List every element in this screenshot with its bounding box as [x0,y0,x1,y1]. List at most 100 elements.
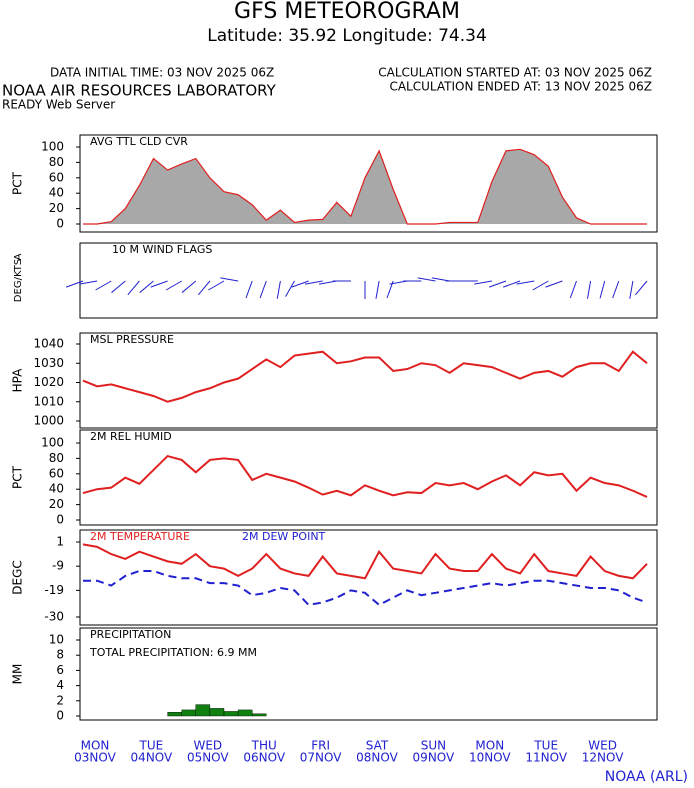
precip-bar [181,709,196,717]
y-tick-label: 2 [56,693,64,707]
y-tick-label: 8 [56,648,64,662]
y-tick-label: 100 [41,140,64,154]
wind-flag [586,280,592,299]
panel-frame [79,242,658,319]
y-axis-label: HPA [11,368,25,392]
wind-flag [197,280,211,296]
cloud-line [83,148,647,225]
y-tick-label: 20 [49,497,64,511]
wind-flag [259,280,267,299]
panel-title: 10 M WIND FLAGS [112,243,212,256]
data-line [82,454,648,498]
y-tick-label: 4 [56,678,64,692]
y-axis-label: DEGC [11,560,25,595]
wind-flag [127,280,140,296]
panel-frame [79,627,658,721]
panel-frame [79,429,658,526]
panel-title: 2M REL HUMID [90,430,172,443]
legend-entry: 2M TEMPERATURE [90,530,190,543]
y-tick-label: 1010 [33,394,64,408]
day-label: WED [588,739,617,753]
y-tick-label: -19 [44,583,64,597]
y-tick-label: -9 [52,559,64,573]
wind-flag [208,280,225,291]
day-label: MON [475,739,504,753]
day-label: TUE [139,739,164,753]
y-tick-label: 0 [56,217,64,231]
wind-flag [111,280,126,293]
y-tick-label: 40 [49,482,64,496]
wind-flag [181,280,197,293]
panel-title: AVG TTL CLD CVR [90,135,188,148]
day-label: MON [81,739,110,753]
y-axis-label: MM [11,664,25,685]
y-tick-label: 40 [49,186,64,200]
wind-flag [165,280,182,291]
wind-flag [516,280,535,285]
wind-flag [150,280,168,288]
day-label: SUN [421,739,446,753]
precip-bar [223,711,239,717]
y-tick-label: 1020 [33,375,64,389]
date-label: 10NOV [469,751,511,765]
y-tick-label: 1000 [33,414,64,428]
date-label: 11NOV [525,751,567,765]
title: GFS METEOROGRAM [234,0,460,24]
y-tick-label: 20 [49,201,64,215]
wind-flag [389,280,408,285]
panel-frame [79,134,658,233]
y-tick-label: 6 [56,663,64,677]
calc-start: CALCULATION STARTED AT: 03 NOV 2025 06Z [378,66,652,80]
wind-flag [532,280,549,291]
wind-flag [95,280,112,291]
date-label: 12NOV [582,751,624,765]
wind-flag [545,280,563,288]
wind-flag [569,280,577,299]
date-label: 08NOV [356,751,398,765]
wind-flag [285,280,295,297]
panel-title: MSL PRESSURE [90,333,174,346]
wind-flag [220,277,239,282]
wind-flag [276,280,281,299]
server: READY Web Server [2,98,115,112]
wind-flag [291,280,309,288]
panel-title: PRECIPITATION [90,628,171,641]
precip-bar [195,704,211,717]
precip-bar [251,713,267,717]
data-line [82,350,648,403]
panel-frame [79,529,658,626]
wind-flag [245,280,253,299]
data-line [83,570,648,607]
wind-flag [431,277,450,282]
y-tick-label: 80 [49,451,64,465]
org: NOAA AIR RESOURCES LABORATORY [2,82,277,100]
wind-flag [417,277,436,282]
day-label: SAT [366,739,389,753]
y-tick-label: -30 [44,610,64,624]
wind-flag [139,280,154,293]
day-label: FRI [311,739,330,753]
cloud-area [83,149,647,224]
y-axis-note: A [13,253,24,260]
y-tick-label: 100 [41,436,64,450]
wind-flag [65,280,84,288]
day-label: WED [193,739,222,753]
wind-flag [629,280,634,299]
y-axis-label: PCT [11,465,25,489]
precip-bar [209,708,225,717]
y-tick-label: 60 [49,466,64,480]
precip-bar [237,709,253,717]
wind-flag [318,280,337,285]
y-tick-label: 80 [49,155,64,169]
day-label: THU [251,739,277,753]
wind-flag [612,280,620,299]
date-label: 06NOV [243,751,285,765]
date-label: 09NOV [413,751,455,765]
subtitle: Latitude: 35.92 Longitude: 74.34 [207,26,487,46]
init-time: DATA INITIAL TIME: 03 NOV 2025 06Z [50,66,274,80]
y-tick-label: 60 [49,170,64,184]
wind-flag [503,280,521,288]
panel-frame [79,332,658,429]
precip-bar [167,712,182,717]
